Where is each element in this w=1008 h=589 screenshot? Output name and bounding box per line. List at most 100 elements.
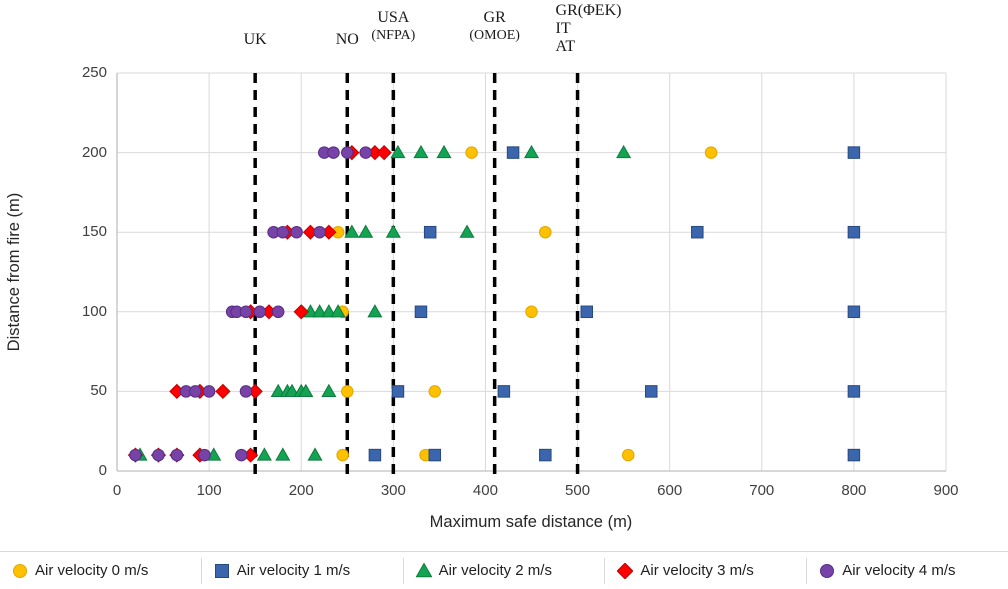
square-data-point bbox=[691, 225, 704, 239]
circle-data-point bbox=[313, 225, 326, 239]
circle-data-point bbox=[465, 146, 478, 159]
triangle-data-point bbox=[390, 144, 406, 159]
x-tick-label: 600 bbox=[657, 482, 683, 499]
regulation-label: GR (OMOE) bbox=[415, 9, 575, 45]
square-data-point bbox=[580, 305, 594, 319]
triangle-data-point bbox=[385, 224, 401, 238]
x-tick-label: 700 bbox=[749, 482, 775, 499]
square-data-point bbox=[847, 225, 861, 239]
circle-data-point bbox=[253, 305, 267, 319]
triangle-data-point bbox=[415, 562, 432, 577]
triangle-data-point bbox=[358, 224, 374, 238]
circle-data-point bbox=[189, 385, 202, 398]
x-tick-label: 300 bbox=[380, 482, 406, 499]
triangle-data-point bbox=[256, 447, 272, 461]
circle-marker-icon bbox=[13, 563, 27, 578]
regulation-label: UK bbox=[175, 31, 335, 49]
circle-data-point bbox=[198, 448, 211, 462]
legend-item-label: Air velocity 2 m/s bbox=[438, 562, 552, 579]
legend-item: Air velocity 0 m/s bbox=[0, 558, 201, 584]
regulation-label: USA (NFPA) bbox=[313, 9, 473, 45]
circle-data-point bbox=[239, 305, 253, 319]
triangle-data-point bbox=[284, 383, 300, 397]
circle-data-point bbox=[428, 385, 442, 398]
diamond-data-point bbox=[293, 304, 309, 320]
circle-data-point bbox=[290, 225, 303, 239]
regulation-label-line: (NFPA) bbox=[371, 28, 416, 43]
y-axis-title: Distance from fire (m) bbox=[5, 192, 23, 352]
triangle-data-point bbox=[523, 144, 540, 159]
circle-data-point bbox=[820, 563, 835, 578]
circle-data-point bbox=[170, 448, 184, 462]
circle-data-point bbox=[336, 448, 349, 462]
triangle-data-point bbox=[275, 447, 291, 461]
x-tick-label: 800 bbox=[841, 482, 867, 499]
circle-data-point bbox=[539, 225, 552, 239]
circle-data-point bbox=[13, 563, 27, 578]
circle-data-point bbox=[341, 385, 354, 398]
regulation-label-line: GR(ΦΕΚ) bbox=[555, 2, 622, 19]
circle-data-point bbox=[525, 305, 538, 319]
y-tick-label: 200 bbox=[81, 143, 107, 161]
triangle-data-point bbox=[344, 224, 360, 238]
regulation-label: NO bbox=[267, 31, 427, 49]
diamond-marker-icon bbox=[617, 562, 634, 579]
triangle-data-point bbox=[298, 383, 314, 397]
triangle-data-point bbox=[413, 144, 429, 159]
circle-data-point bbox=[239, 385, 253, 398]
regulation-label-line: AT bbox=[555, 38, 576, 55]
x-tick-label: 900 bbox=[933, 482, 959, 499]
regulation-label-line: UK bbox=[243, 31, 267, 48]
x-tick-label: 400 bbox=[472, 482, 498, 499]
circle-data-point bbox=[129, 448, 142, 462]
triangle-data-point bbox=[307, 447, 323, 461]
diamond-data-point bbox=[376, 144, 392, 161]
y-tick-label: 50 bbox=[90, 382, 107, 400]
triangle-data-point bbox=[616, 144, 632, 159]
y-tick-label: 150 bbox=[81, 223, 107, 241]
circle-data-point bbox=[152, 448, 165, 462]
legend-item: Air velocity 1 m/s bbox=[200, 557, 403, 584]
circle-data-point bbox=[202, 385, 216, 398]
legend-item-label: Air velocity 0 m/s bbox=[35, 562, 149, 579]
plot-area bbox=[116, 72, 947, 479]
x-axis-title: Maximum safe distance (m) bbox=[429, 513, 633, 531]
y-tick-label: 0 bbox=[98, 462, 107, 479]
regulation-label-line: (OMOE) bbox=[469, 28, 520, 43]
triangle-data-point bbox=[436, 144, 452, 159]
x-tick-label: 200 bbox=[288, 482, 314, 499]
circle-data-point bbox=[359, 146, 372, 159]
square-data-point bbox=[847, 448, 861, 462]
triangle-data-point bbox=[321, 383, 337, 397]
square-data-point bbox=[428, 448, 442, 462]
square-data-point bbox=[847, 146, 861, 159]
square-data-point bbox=[391, 385, 405, 398]
y-tick-label: 100 bbox=[81, 302, 107, 320]
regulation-label-line: USA bbox=[377, 9, 410, 26]
square-data-point bbox=[423, 225, 437, 239]
y-tick-label: 250 bbox=[81, 64, 107, 81]
circle-data-point bbox=[621, 448, 635, 462]
circle-marker-icon bbox=[820, 563, 835, 578]
diamond-data-point bbox=[617, 562, 634, 579]
square-data-point bbox=[368, 448, 382, 462]
triangle-data-point bbox=[270, 383, 286, 397]
square-marker-icon bbox=[214, 563, 229, 578]
legend-item-label: Air velocity 3 m/s bbox=[640, 562, 754, 579]
square-data-point bbox=[414, 305, 428, 319]
legend-item-label: Air velocity 1 m/s bbox=[236, 562, 351, 579]
diamond-data-point bbox=[215, 383, 231, 400]
square-data-point bbox=[847, 385, 861, 398]
circle-data-point bbox=[276, 225, 290, 239]
square-data-point bbox=[214, 563, 229, 578]
legend-item-label: Air velocity 4 m/s bbox=[842, 562, 956, 579]
x-tick-label: 100 bbox=[196, 482, 222, 499]
regulation-label-line: NO bbox=[335, 31, 359, 48]
legend-item: Air velocity 2 m/s bbox=[402, 557, 605, 584]
circle-data-point bbox=[704, 146, 718, 159]
circle-data-point bbox=[341, 146, 354, 159]
legend-item: Air velocity 3 m/s bbox=[604, 557, 806, 584]
regulation-label-line: GR bbox=[483, 9, 506, 26]
legend: Air velocity 0 m/s Air velocity 1 m/s Air … bbox=[0, 551, 1008, 589]
